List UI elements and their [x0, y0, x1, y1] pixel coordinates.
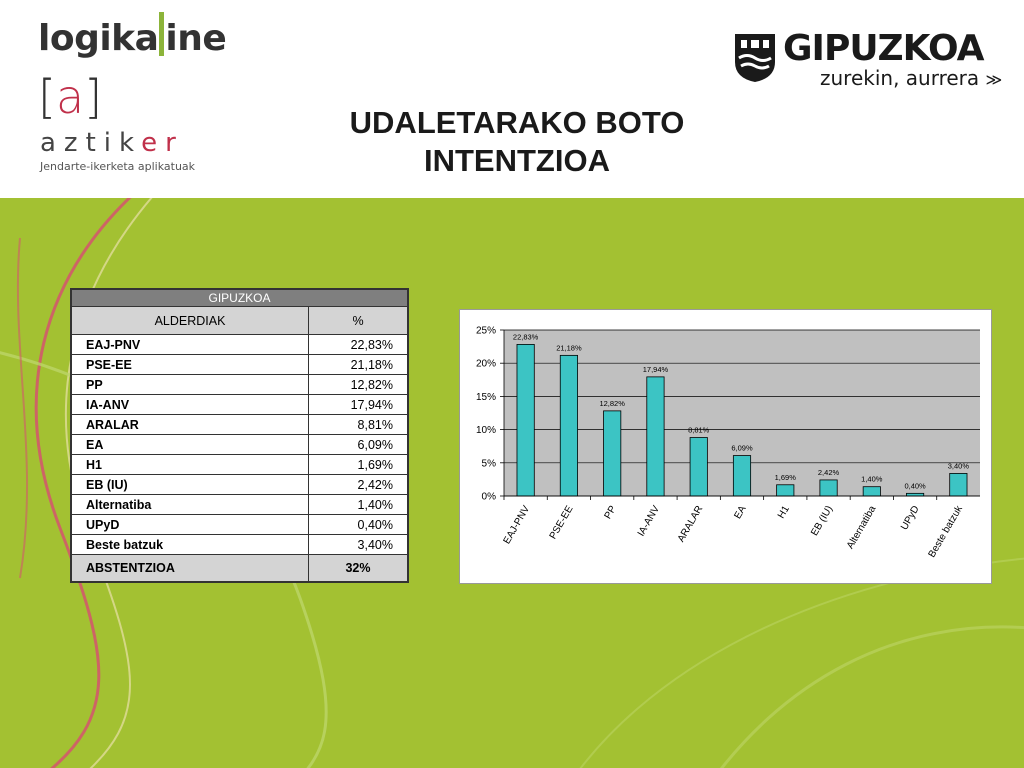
percent-column-header: % [308, 306, 409, 335]
x-tick-label: EAJ-PNV [502, 504, 533, 546]
percent-cell: 1,40% [308, 494, 409, 515]
bar [819, 479, 838, 497]
table-row: PSE-EE 21,18% [70, 354, 409, 375]
x-tick-label: ARALAR [676, 504, 706, 544]
data-label: 22,83% [513, 332, 539, 341]
data-label: 21,18% [556, 343, 582, 352]
gipuzkoa-slogan: zurekin, aurrera ≫ [820, 66, 1003, 90]
x-tick-label: EB (IU) [809, 504, 835, 538]
aztiker-tagline: Jendarte-ikerketa aplikatuak [40, 160, 196, 173]
x-tick-label: PP [603, 504, 619, 521]
y-tick-label: 10% [476, 425, 496, 436]
percent-cell: 0,40% [308, 514, 409, 535]
party-cell: ARALAR [70, 414, 309, 435]
y-tick-label: 25% [476, 326, 496, 337]
percent-cell: 12,82% [308, 374, 409, 395]
bar [689, 437, 708, 497]
header-area: logika ine [a] aztiker Jendarte-ikerketa … [0, 0, 1024, 198]
bar [559, 354, 578, 497]
party-cell: EAJ-PNV [70, 334, 309, 355]
party-cell: Beste batzuk [70, 534, 309, 555]
y-tick-label: 0% [482, 492, 497, 503]
party-cell: IA-ANV [70, 394, 309, 415]
results-table: GIPUZKOA ALDERDIAK % EAJ-PNV 22,83% PSE-E… [70, 288, 409, 583]
y-tick-label: 20% [476, 359, 496, 370]
party-cell: UPyD [70, 514, 309, 535]
data-label: 17,94% [643, 365, 669, 374]
table-row: Alternatiba 1,40% [70, 494, 409, 515]
data-label: 2,42% [818, 468, 840, 477]
bar [646, 376, 665, 497]
bar [776, 484, 795, 497]
party-cell: EB (IU) [70, 474, 309, 495]
table-header-row: ALDERDIAK % [70, 306, 409, 335]
x-tick-label: PSE-EE [548, 504, 576, 542]
data-label: 12,82% [599, 399, 625, 408]
table-row: Beste batzuk 3,40% [70, 534, 409, 555]
party-cell: PSE-EE [70, 354, 309, 375]
percent-cell: 2,42% [308, 474, 409, 495]
x-tick-label: EA [732, 504, 748, 521]
bar [732, 455, 752, 497]
table-row: ARALAR 8,81% [70, 414, 409, 435]
gipuzkoa-shield-icon [735, 34, 775, 82]
x-tick-label: UPyD [899, 504, 922, 532]
aztiker-logo: aztiker [40, 128, 184, 158]
data-label: 6,09% [731, 444, 753, 453]
percent-cell: 8,81% [308, 414, 409, 435]
table-row: H1 1,69% [70, 454, 409, 475]
party-cell: H1 [70, 454, 309, 475]
table-row: EB (IU) 2,42% [70, 474, 409, 495]
table-row: EA 6,09% [70, 434, 409, 455]
y-tick-label: 5% [482, 458, 497, 469]
percent-cell: 22,83% [308, 334, 409, 355]
table-row: IA-ANV 17,94% [70, 394, 409, 415]
abstention-value: 32% [308, 554, 409, 583]
abstention-row: ABSTENTZIOA 32% [70, 554, 409, 583]
data-label: 1,40% [861, 475, 883, 484]
x-tick-label: Alternatiba [845, 504, 879, 551]
party-cell: EA [70, 434, 309, 455]
region-header: GIPUZKOA [70, 288, 409, 307]
x-tick-label: Beste batzuk [927, 503, 966, 559]
data-label: 8,81% [688, 426, 710, 435]
party-column-header: ALDERDIAK [70, 306, 309, 335]
abstention-label: ABSTENTZIOA [70, 554, 309, 583]
gipuzkoa-logo-text: GIPUZKOA [783, 28, 984, 69]
x-tick-label: H1 [776, 504, 792, 521]
aztiker-mark-logo: [a] [38, 70, 103, 124]
data-label: 0,40% [904, 481, 926, 490]
page-title: UDALETARAKO BOTO INTENTZIOA [349, 105, 685, 178]
table-row: PP 12,82% [70, 374, 409, 395]
percent-cell: 17,94% [308, 394, 409, 415]
bar [949, 473, 968, 497]
bar [862, 486, 881, 497]
logikaline-logo: logika ine [38, 12, 227, 59]
table-region-row: GIPUZKOA [70, 288, 409, 307]
percent-cell: 21,18% [308, 354, 409, 375]
y-tick-label: 15% [476, 392, 496, 403]
table-row: UPyD 0,40% [70, 514, 409, 535]
table-row: EAJ-PNV 22,83% [70, 334, 409, 355]
party-cell: Alternatiba [70, 494, 309, 515]
bar [603, 410, 622, 497]
percent-cell: 1,69% [308, 454, 409, 475]
x-tick-label: IA-ANV [636, 504, 662, 539]
bar-chart: 0% 5% 10% 15% 20% 25% 22,83% EAJ-PNV 21,18% PSE-E… [459, 309, 992, 584]
party-cell: PP [70, 374, 309, 395]
bar-chart-svg: 0% 5% 10% 15% 20% 25% 22,83% EAJ-PNV 21,18% PSE-E… [476, 326, 980, 560]
data-label: 1,69% [775, 473, 797, 482]
percent-cell: 6,09% [308, 434, 409, 455]
data-label: 3,40% [948, 461, 970, 470]
bar [516, 344, 535, 497]
percent-cell: 3,40% [308, 534, 409, 555]
